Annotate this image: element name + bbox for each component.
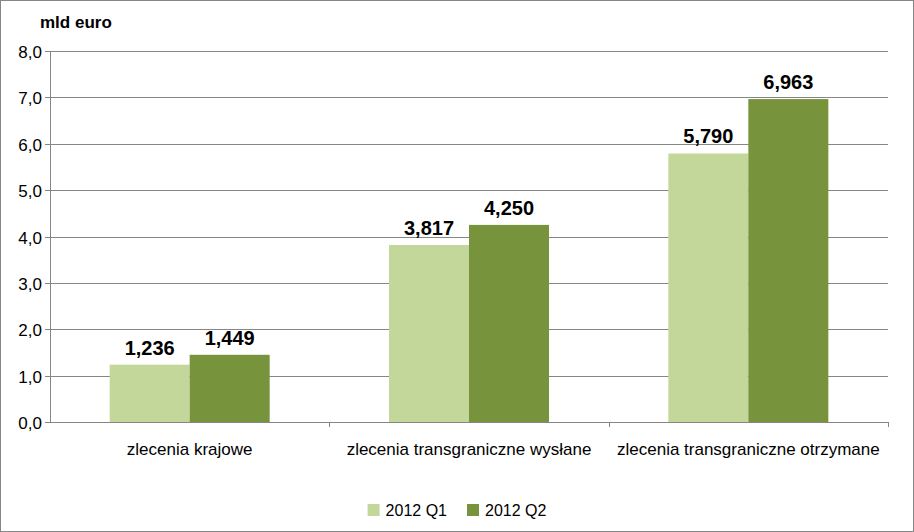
tick-label: 6,0 [18,136,42,155]
x-axis [50,422,888,423]
tick-label: 1,0 [18,368,42,387]
data-label: 5,790 [683,125,733,147]
tick-label: 0,0 [18,414,42,433]
data-label: 1,236 [125,337,175,359]
tick-label: 7,0 [18,89,42,108]
tick-mark [45,51,50,52]
bar [469,225,549,422]
tick-mark [45,329,50,330]
category-tick [888,422,889,427]
bar [190,355,270,422]
data-label: 4,250 [484,197,534,219]
y-axis [50,51,51,422]
tick-label: 2,0 [18,321,42,340]
legend-swatch [467,504,479,516]
data-label: 6,963 [763,71,813,93]
bar [748,99,828,422]
chart: 0,0 1,0 2,0 3,0 4,0 5,0 6,0 7,0 8,0 mld euro 1,236… [0,0,914,532]
tick-mark [45,190,50,191]
bar [110,365,190,422]
grid-line [50,51,888,52]
legend-label: 2012 Q1 [386,502,447,519]
grid-line [50,97,888,98]
grid-line [50,422,888,423]
chart-border [1,1,914,532]
bar [668,153,748,422]
data-labels: 1,236 1,449 3,817 4,250 5,790 6,963 [125,71,814,359]
category-label: zlecenia krajowe [127,440,253,459]
data-label: 1,449 [205,327,255,349]
legend: 2012 Q1 2012 Q2 [368,502,547,519]
tick-mark [45,144,50,145]
category-label: zlecenia transgraniczne otrzymane [617,440,880,459]
tick-mark [45,97,50,98]
tick-label: 3,0 [18,275,42,294]
tick-label: 5,0 [18,182,42,201]
tick-label: 4,0 [18,229,42,248]
tick-mark [45,237,50,238]
category-tick [609,422,610,427]
tick-label: 8,0 [18,43,42,62]
legend-swatch [368,504,380,516]
tick-mark [45,283,50,284]
data-label: 3,817 [404,217,454,239]
chart-root: 0,0 1,0 2,0 3,0 4,0 5,0 6,0 7,0 8,0 mld euro 1,236… [0,0,914,532]
bar [389,245,469,422]
legend-label: 2012 Q2 [485,502,546,519]
tick-mark [45,422,50,423]
tick-mark [45,376,50,377]
category-tick [329,422,330,427]
axis-title: mld euro [40,13,112,32]
bars [110,99,829,422]
category-label: zlecenia transgraniczne wysłane [347,440,592,459]
